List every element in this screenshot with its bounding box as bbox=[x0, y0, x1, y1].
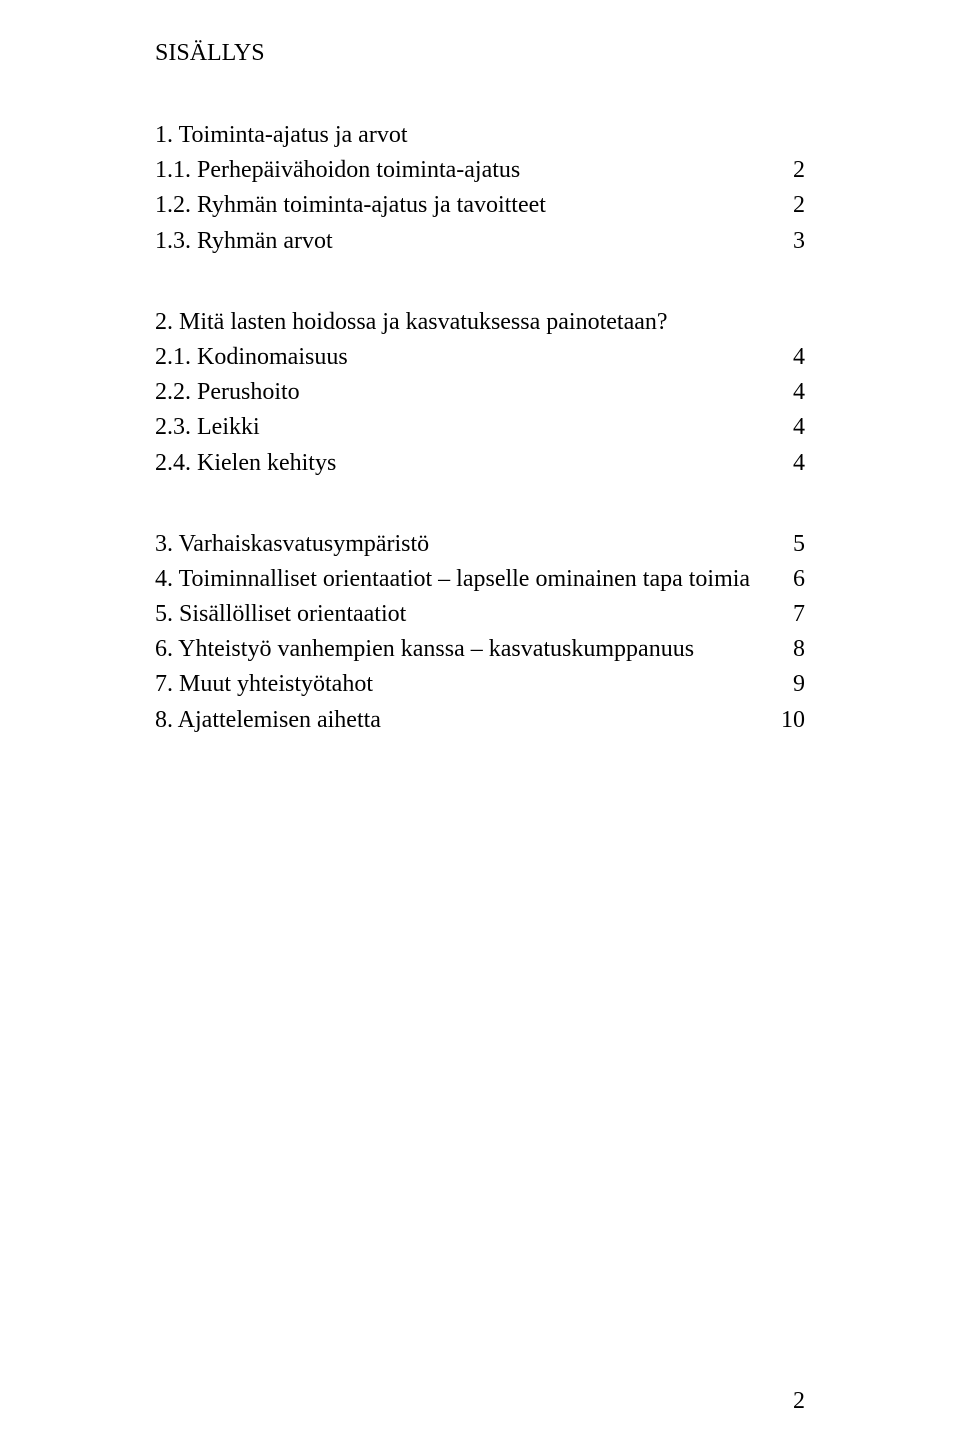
toc-item: 2.1. Kodinomaisuus 4 bbox=[155, 345, 805, 370]
toc-item-label: 4. Toiminnalliset orientaatiot – lapsell… bbox=[155, 567, 775, 592]
toc-heading: 1. Toiminta-ajatus ja arvot bbox=[155, 123, 805, 148]
toc-item-page: 10 bbox=[775, 708, 805, 733]
toc-item: 2.2. Perushoito 4 bbox=[155, 380, 805, 405]
toc-item-label: 1.3. Ryhmän arvot bbox=[155, 229, 775, 254]
toc-item-page: 6 bbox=[775, 567, 805, 592]
toc-section-2: 2. Mitä lasten hoidossa ja kasvatuksessa… bbox=[155, 310, 805, 476]
toc-item-page: 2 bbox=[775, 193, 805, 218]
toc-heading-label: 2. Mitä lasten hoidossa ja kasvatuksessa… bbox=[155, 310, 775, 335]
toc-item-page: 9 bbox=[775, 672, 805, 697]
page-title: SISÄLLYS bbox=[155, 40, 805, 67]
toc-item: 3. Varhaiskasvatusympäristö 5 bbox=[155, 532, 805, 557]
toc-item: 1.2. Ryhmän toiminta-ajatus ja tavoittee… bbox=[155, 193, 805, 218]
toc-item-label: 2.4. Kielen kehitys bbox=[155, 451, 775, 476]
toc-item-page: 8 bbox=[775, 637, 805, 662]
toc-item-label: 1.1. Perhepäivähoidon toiminta-ajatus bbox=[155, 158, 775, 183]
toc-item: 1.3. Ryhmän arvot 3 bbox=[155, 229, 805, 254]
toc-section-3: 3. Varhaiskasvatusympäristö 5 4. Toiminn… bbox=[155, 532, 805, 733]
toc-heading-label: 1. Toiminta-ajatus ja arvot bbox=[155, 123, 775, 148]
toc-item-label: 8. Ajattelemisen aihetta bbox=[155, 708, 775, 733]
document-page: SISÄLLYS 1. Toiminta-ajatus ja arvot 1.1… bbox=[0, 0, 960, 1455]
toc-item-label: 2.1. Kodinomaisuus bbox=[155, 345, 775, 370]
toc-item-page: 4 bbox=[775, 451, 805, 476]
toc-item-page: 4 bbox=[775, 415, 805, 440]
toc-item: 1.1. Perhepäivähoidon toiminta-ajatus 2 bbox=[155, 158, 805, 183]
toc-item-page: 4 bbox=[775, 380, 805, 405]
toc-item-page: 2 bbox=[775, 158, 805, 183]
toc-item-label: 5. Sisällölliset orientaatiot bbox=[155, 602, 775, 627]
toc-item-label: 1.2. Ryhmän toiminta-ajatus ja tavoittee… bbox=[155, 193, 775, 218]
toc-item-label: 6. Yhteistyö vanhempien kanssa – kasvatu… bbox=[155, 637, 775, 662]
footer-page-number: 2 bbox=[793, 1388, 805, 1415]
toc-item: 2.3. Leikki 4 bbox=[155, 415, 805, 440]
toc-item-label: 3. Varhaiskasvatusympäristö bbox=[155, 532, 775, 557]
toc-item-page: 4 bbox=[775, 345, 805, 370]
toc-item-page: 7 bbox=[775, 602, 805, 627]
toc-item-page: 3 bbox=[775, 229, 805, 254]
toc-item-label: 2.3. Leikki bbox=[155, 415, 775, 440]
toc-item: 4. Toiminnalliset orientaatiot – lapsell… bbox=[155, 567, 805, 592]
toc-section-1: 1. Toiminta-ajatus ja arvot 1.1. Perhepä… bbox=[155, 123, 805, 254]
toc-item: 5. Sisällölliset orientaatiot 7 bbox=[155, 602, 805, 627]
toc-item: 7. Muut yhteistyötahot 9 bbox=[155, 672, 805, 697]
toc-item: 8. Ajattelemisen aihetta 10 bbox=[155, 708, 805, 733]
toc-item-page: 5 bbox=[775, 532, 805, 557]
toc-heading: 2. Mitä lasten hoidossa ja kasvatuksessa… bbox=[155, 310, 805, 335]
toc-item-label: 2.2. Perushoito bbox=[155, 380, 775, 405]
toc-item: 2.4. Kielen kehitys 4 bbox=[155, 451, 805, 476]
toc-item-label: 7. Muut yhteistyötahot bbox=[155, 672, 775, 697]
toc-item: 6. Yhteistyö vanhempien kanssa – kasvatu… bbox=[155, 637, 805, 662]
